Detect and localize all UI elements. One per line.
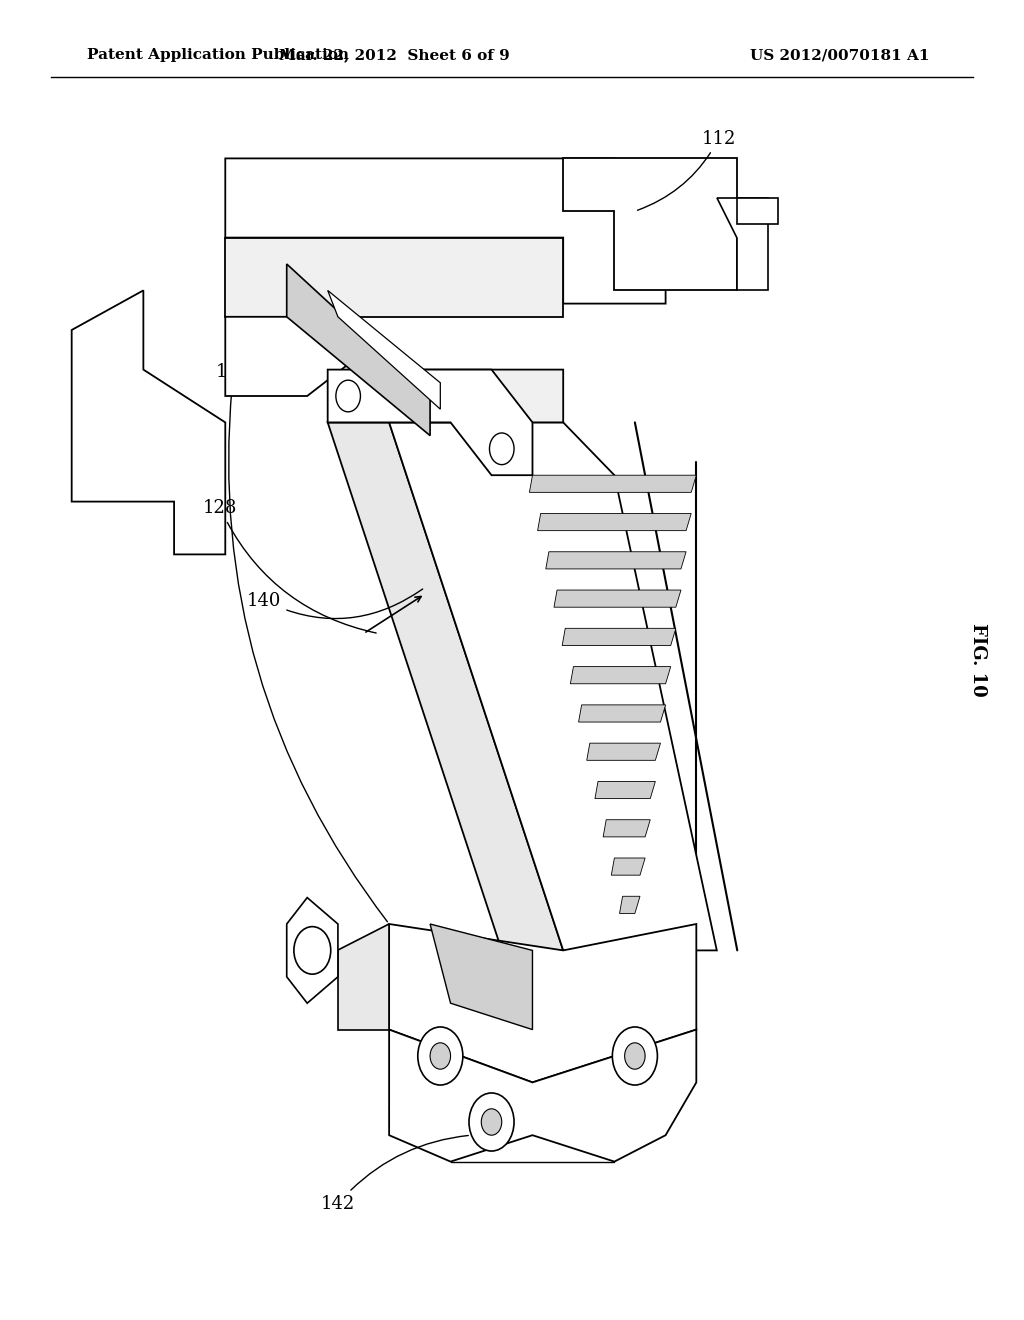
Polygon shape — [579, 705, 666, 722]
Polygon shape — [389, 924, 696, 1082]
Text: Mar. 22, 2012  Sheet 6 of 9: Mar. 22, 2012 Sheet 6 of 9 — [279, 49, 510, 62]
Polygon shape — [287, 264, 430, 436]
Polygon shape — [620, 896, 640, 913]
Polygon shape — [546, 552, 686, 569]
Text: 138: 138 — [216, 363, 387, 921]
Polygon shape — [554, 590, 681, 607]
Polygon shape — [328, 370, 563, 422]
Polygon shape — [338, 924, 389, 1030]
Polygon shape — [225, 238, 563, 317]
Polygon shape — [570, 667, 671, 684]
Circle shape — [625, 1043, 645, 1069]
Circle shape — [418, 1027, 463, 1085]
Polygon shape — [587, 743, 660, 760]
Polygon shape — [563, 158, 737, 290]
Text: 140: 140 — [247, 589, 423, 619]
Polygon shape — [287, 898, 338, 1003]
Text: Patent Application Publication: Patent Application Publication — [87, 49, 349, 62]
Polygon shape — [430, 924, 532, 1030]
Polygon shape — [72, 290, 225, 554]
Text: US 2012/0070181 A1: US 2012/0070181 A1 — [750, 49, 930, 62]
Polygon shape — [538, 513, 691, 531]
Circle shape — [489, 433, 514, 465]
Polygon shape — [562, 628, 676, 645]
Polygon shape — [389, 422, 717, 950]
Polygon shape — [717, 198, 768, 290]
Circle shape — [336, 380, 360, 412]
Polygon shape — [328, 370, 532, 475]
Polygon shape — [389, 1030, 696, 1162]
Circle shape — [469, 1093, 514, 1151]
Polygon shape — [328, 422, 563, 950]
Circle shape — [481, 1109, 502, 1135]
Text: 112: 112 — [638, 129, 736, 210]
Polygon shape — [611, 858, 645, 875]
Polygon shape — [737, 198, 778, 224]
Circle shape — [612, 1027, 657, 1085]
Polygon shape — [328, 290, 440, 409]
Text: FIG. 10: FIG. 10 — [969, 623, 987, 697]
Polygon shape — [603, 820, 650, 837]
Circle shape — [294, 927, 331, 974]
Polygon shape — [529, 475, 696, 492]
Polygon shape — [595, 781, 655, 799]
Text: 142: 142 — [321, 1135, 468, 1213]
Circle shape — [430, 1043, 451, 1069]
Text: 128: 128 — [203, 499, 376, 634]
Polygon shape — [225, 158, 666, 304]
Polygon shape — [225, 317, 358, 396]
